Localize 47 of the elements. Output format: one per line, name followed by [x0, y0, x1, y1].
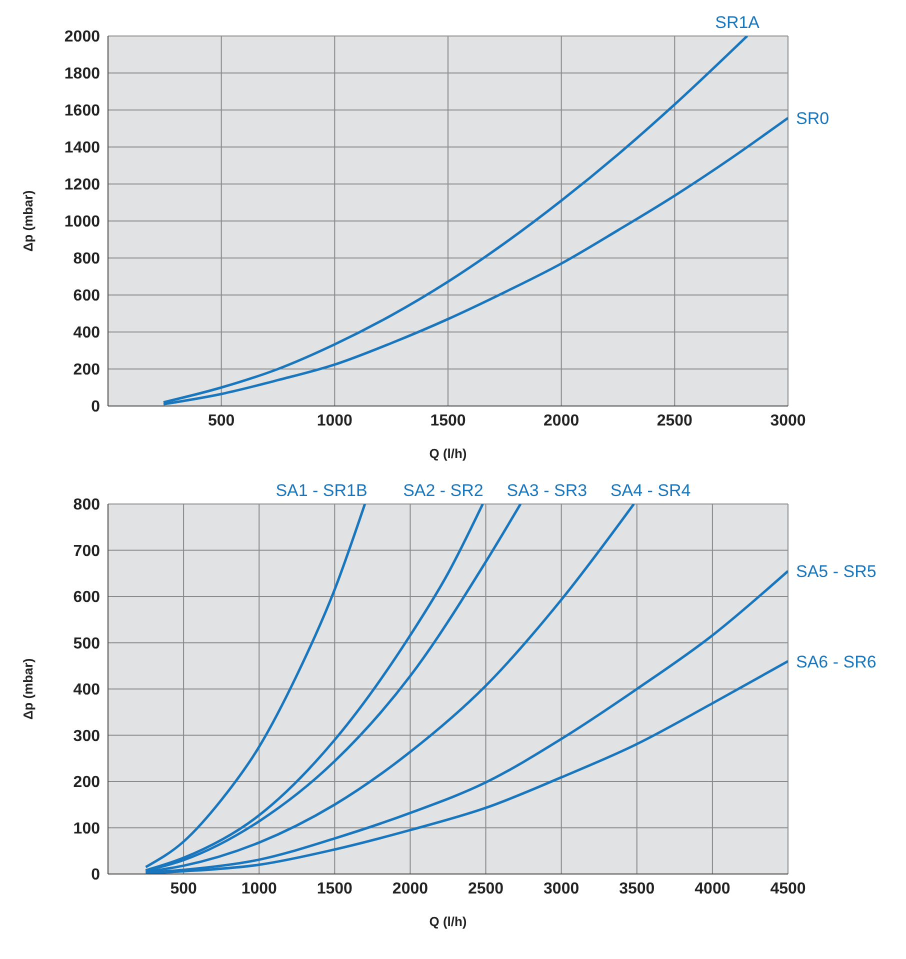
y-tick-label: 200: [73, 362, 100, 379]
x-tick-label: 2500: [656, 412, 693, 430]
y-tick-label: 800: [73, 496, 100, 514]
x-tick-label: 3000: [544, 880, 580, 898]
y-tick-label: 600: [73, 288, 100, 305]
y-tick-label: 2000: [64, 28, 100, 46]
y-tick-label: 500: [73, 635, 100, 652]
x-tick-label: 2000: [544, 412, 580, 430]
x-tick-label: 1000: [241, 880, 278, 898]
x-tick-label: 4000: [694, 880, 730, 898]
y-tick-label: 1000: [64, 214, 100, 231]
y-tick-label: 600: [73, 589, 100, 606]
y-tick-label: 400: [73, 324, 100, 342]
series-label: SR0: [796, 108, 830, 128]
x-tick-label: 500: [208, 412, 235, 430]
x-axis-title: Q (l/h): [429, 446, 467, 461]
y-tick-label: 700: [73, 542, 100, 560]
series-label: SA4 - SR4: [610, 481, 691, 500]
series-label: SA3 - SR3: [506, 481, 588, 500]
x-tick-label: 2000: [392, 880, 428, 898]
series-label: SA6 - SR6: [796, 652, 876, 672]
x-axis-title: Q (l/h): [429, 914, 467, 929]
x-tick-label: 500: [170, 880, 197, 898]
series-label: SR1A: [715, 13, 760, 32]
series-label: SA5 - SR5: [796, 562, 876, 582]
y-tick-label: 400: [73, 682, 100, 699]
y-tick-label: 1800: [64, 66, 100, 83]
y-axis-title: Δp (mbar): [20, 190, 36, 252]
x-tick-label: 1500: [430, 412, 466, 430]
y-tick-label: 200: [73, 774, 100, 792]
series-label: SA1 - SR1B: [276, 481, 368, 500]
x-tick-label: 3000: [770, 412, 806, 430]
x-tick-label: 1000: [316, 412, 353, 430]
y-tick-label: 800: [73, 250, 100, 268]
x-tick-label: 2500: [468, 880, 504, 898]
y-tick-label: 1200: [64, 176, 100, 194]
x-tick-label: 1500: [316, 880, 353, 898]
y-tick-label: 300: [73, 728, 100, 745]
y-tick-label: 100: [73, 820, 100, 838]
y-axis-title: Δp (mbar): [20, 658, 36, 720]
x-tick-label: 3500: [619, 880, 655, 898]
y-tick-label: 0: [91, 398, 100, 416]
y-tick-label: 1400: [64, 140, 100, 157]
y-tick-label: 1600: [64, 102, 100, 120]
series-label: SA2 - SR2: [403, 481, 484, 500]
x-tick-label: 4500: [770, 880, 806, 898]
y-tick-label: 0: [91, 866, 100, 884]
